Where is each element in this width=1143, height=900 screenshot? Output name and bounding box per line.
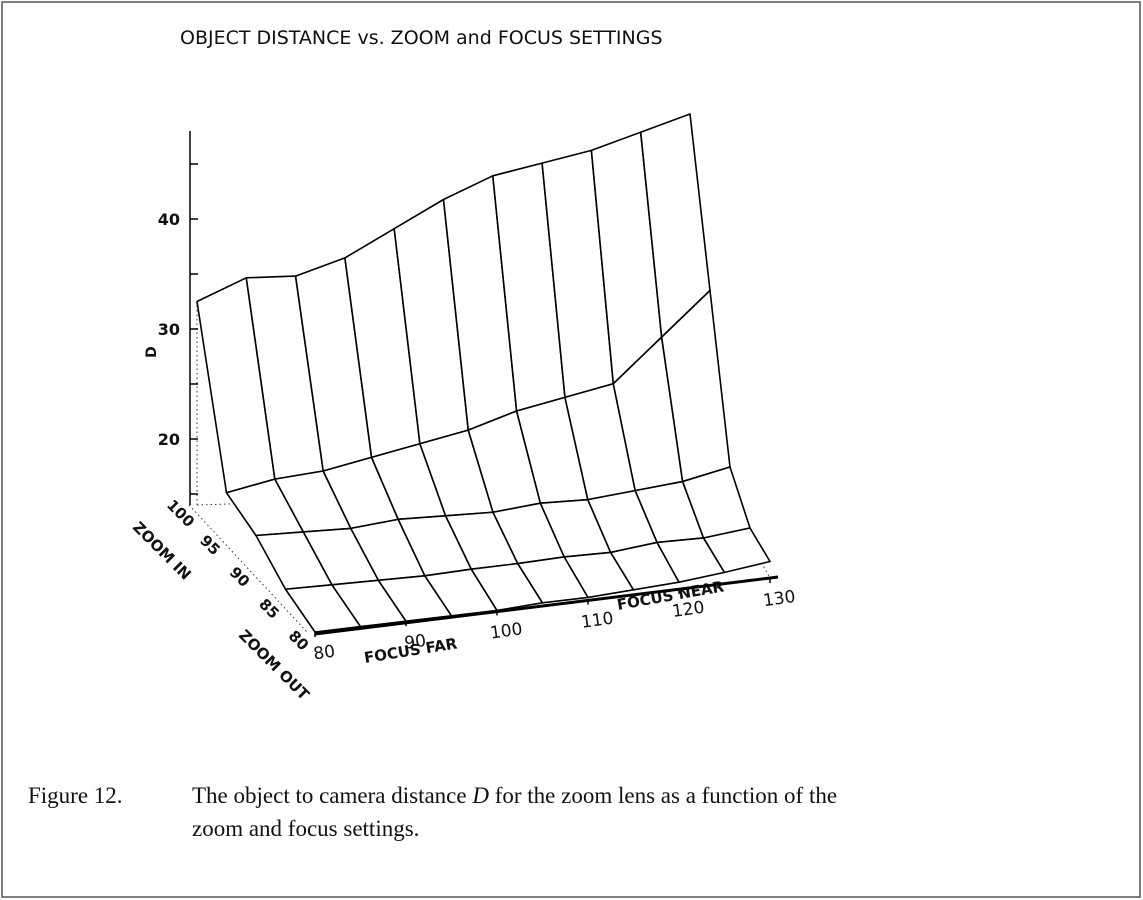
surface-patch — [702, 527, 771, 574]
caption-text: zoom and focus settings. — [192, 816, 419, 841]
z-tick-label: 20 — [158, 430, 180, 449]
x-tick-label: 120 — [671, 598, 706, 622]
x-tick-label: 90 — [403, 631, 427, 654]
floor-edge — [188, 504, 308, 633]
z-axis-label: D — [144, 346, 160, 358]
z-tick-label: 40 — [158, 210, 180, 229]
z-tick-label: 30 — [158, 320, 180, 339]
y-tick-label: 85 — [255, 595, 282, 622]
caption-label: Figure 12. — [28, 783, 123, 808]
x-tick-label: 130 — [762, 587, 797, 611]
x-tick-label: 80 — [312, 642, 336, 665]
caption-symbol: D — [471, 783, 489, 808]
caption-text: The object to camera distance D for the … — [192, 783, 837, 808]
caption-part: The object to camera distance — [192, 783, 472, 808]
y-tick-label: 90 — [226, 563, 253, 590]
chart-title: OBJECT DISTANCE vs. ZOOM and FOCUS SETTI… — [180, 27, 663, 49]
y-tick-label: 100 — [163, 496, 198, 531]
y-tick-label: 80 — [285, 627, 312, 654]
x-axis — [314, 575, 779, 636]
x-tick-label: 110 — [580, 608, 615, 632]
y-tick-label: 95 — [196, 531, 223, 558]
x-tick-label: 100 — [489, 619, 524, 643]
caption-part: for the zoom lens as a function of the — [489, 783, 837, 808]
